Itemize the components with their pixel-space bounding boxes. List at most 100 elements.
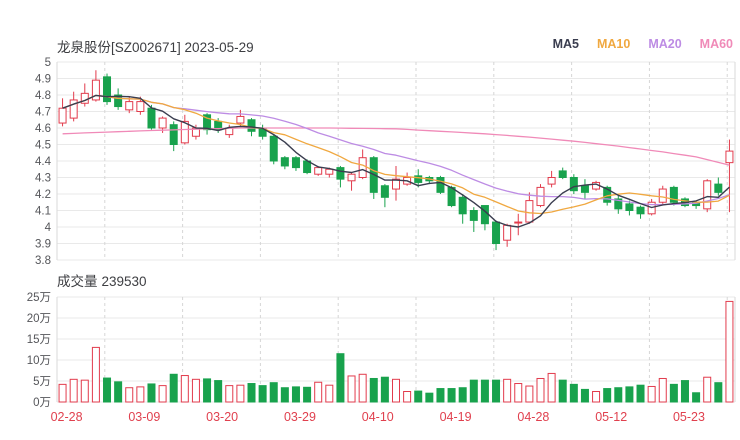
- candle: [136, 101, 145, 112]
- date-label: 03-20: [206, 410, 238, 424]
- volume-bar: [458, 387, 467, 403]
- price-axis-label: 4.9: [35, 74, 51, 86]
- volume-bar: [380, 376, 389, 403]
- volume-bar: [514, 383, 523, 403]
- candle: [347, 173, 356, 182]
- volume-bar: [191, 378, 200, 403]
- volume-bar: [414, 390, 423, 403]
- candle: [614, 198, 623, 210]
- volume-bar: [669, 383, 678, 403]
- volume-bar: [647, 385, 656, 403]
- volume-bar: [203, 378, 212, 403]
- volume-bar: [103, 377, 112, 403]
- date-label: 05-12: [595, 410, 627, 424]
- price-axis-label: 4.2: [35, 189, 51, 201]
- ma5-line: [62, 94, 730, 228]
- candle: [414, 175, 423, 183]
- candle: [714, 183, 723, 193]
- legend-item-ma20[interactable]: MA20: [648, 37, 682, 51]
- price-axis-label: 4.4: [35, 156, 52, 168]
- candle: [280, 157, 289, 167]
- volume-header: 成交量 239530: [57, 270, 151, 290]
- volume-bar: [347, 375, 356, 403]
- candle: [392, 178, 400, 190]
- date-label: 04-19: [440, 410, 472, 424]
- volume-bar: [714, 382, 723, 403]
- volume-bar: [725, 300, 734, 403]
- volume-bar: [625, 386, 634, 403]
- chart-title: 龙泉股份[SZ002671] 2023-05-29: [57, 40, 254, 55]
- candle: [180, 120, 189, 144]
- candle: [458, 196, 467, 215]
- candle: [703, 180, 712, 210]
- candle: [436, 177, 445, 193]
- volume-bar: [91, 346, 100, 403]
- candle: [636, 206, 645, 215]
- ma60-line: [62, 127, 730, 166]
- volume-bar: [303, 386, 312, 403]
- volume-axis-label: 10万: [27, 355, 51, 367]
- volume-bar: [614, 387, 623, 403]
- volume-bar: [403, 391, 412, 403]
- volume-bar: [525, 385, 534, 403]
- candle: [725, 150, 734, 164]
- volume-bar: [125, 387, 134, 403]
- volume-axis-label: 5万: [33, 376, 51, 388]
- price-axis-label: 5: [45, 57, 51, 69]
- ma-legend: MA5 MA10 MA20 MA60: [553, 37, 733, 51]
- candle: [169, 124, 178, 145]
- candle: [547, 177, 556, 185]
- price-axis-label: 3.9: [35, 239, 51, 251]
- volume-value: 239530: [101, 274, 147, 289]
- volume-bar: [269, 382, 278, 403]
- volume-bar: [358, 373, 367, 403]
- candle: [58, 107, 67, 124]
- volume-bar: [447, 388, 456, 403]
- price-axis-label: 4.6: [35, 123, 51, 135]
- volume-bar: [336, 353, 345, 403]
- volume-bar: [80, 379, 89, 403]
- volume-bar: [469, 379, 478, 403]
- ma10-line: [62, 94, 730, 215]
- volume-bar: [558, 379, 567, 403]
- volume-bar: [636, 384, 645, 403]
- legend-item-ma10[interactable]: MA10: [596, 37, 631, 51]
- volume-bar: [658, 377, 667, 403]
- candle: [147, 107, 156, 129]
- price-axis-label: 4.1: [35, 206, 51, 218]
- candle: [125, 101, 134, 111]
- volume-bar: [69, 378, 78, 403]
- candle: [291, 157, 300, 169]
- candle: [580, 185, 589, 193]
- candle: [469, 210, 478, 221]
- candle: [380, 185, 389, 198]
- volume-bar: [547, 372, 556, 403]
- volume-bar: [603, 388, 612, 403]
- volume-bar: [280, 387, 289, 403]
- candle: [525, 200, 534, 223]
- candle: [69, 99, 78, 119]
- candle: [480, 205, 489, 225]
- candle: [558, 170, 567, 178]
- date-label: 03-29: [284, 410, 316, 424]
- price-axis-label: 4.3: [35, 173, 51, 185]
- volume-bar: [291, 386, 300, 403]
- candle: [325, 168, 334, 175]
- price-axis-label: 4.5: [35, 140, 51, 152]
- legend-item-ma5[interactable]: MA5: [552, 37, 579, 51]
- volume-bar: [325, 384, 334, 403]
- candle: [336, 167, 345, 180]
- candle: [236, 115, 245, 124]
- candle: [658, 188, 667, 203]
- candle: [103, 76, 112, 103]
- legend-item-ma60[interactable]: MA60: [699, 37, 733, 51]
- price-axis-label: 4.7: [35, 107, 51, 119]
- volume-bar: [214, 380, 223, 403]
- candle: [247, 119, 256, 132]
- volume-bar: [592, 391, 601, 403]
- candle: [669, 186, 678, 203]
- volume-bar: [569, 383, 578, 403]
- volume-label: 成交量: [57, 274, 98, 289]
- date-label: 04-10: [362, 410, 394, 424]
